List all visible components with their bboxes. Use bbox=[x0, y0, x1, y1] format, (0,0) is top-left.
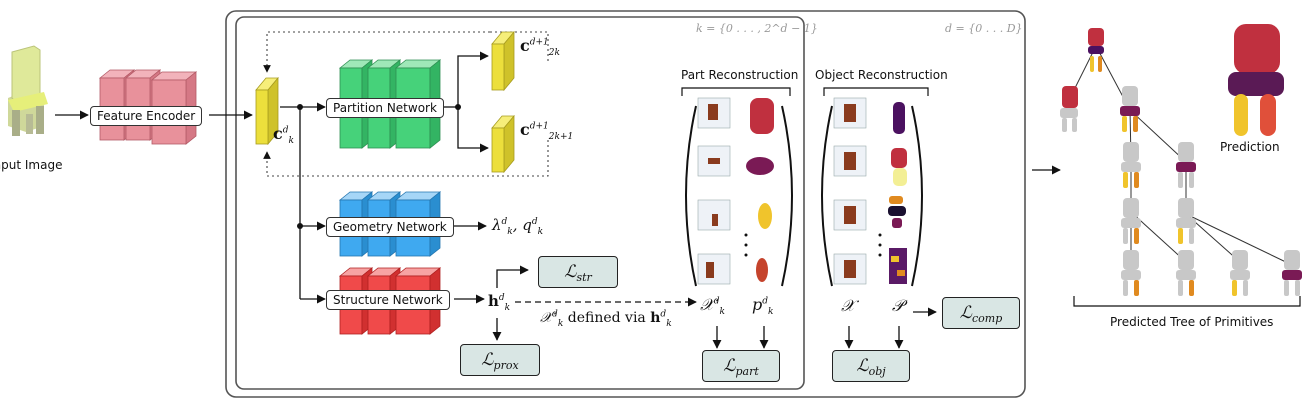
tree-chair-nodes bbox=[1060, 28, 1302, 296]
geometry-network-label: Geometry Network bbox=[326, 217, 454, 237]
object-reconstruction-label: Object Reconstruction bbox=[815, 68, 948, 82]
xk-defined-via-hk: 𝒳dk defined via hdk bbox=[540, 309, 672, 329]
part-pk-symbol: pdk bbox=[752, 295, 774, 318]
part-primitives bbox=[746, 98, 774, 282]
outer-frame bbox=[225, 10, 1026, 398]
feature-vector-ck bbox=[255, 76, 279, 146]
d-range-label: d = {0 . . . D} bbox=[945, 22, 1023, 35]
inner-frame bbox=[235, 16, 805, 390]
input-image-label: Input Image bbox=[0, 158, 63, 172]
k-range-label: k = {0 . . . , 2^d − 1} bbox=[696, 22, 818, 35]
prediction-label: Prediction bbox=[1220, 140, 1280, 154]
feature-encoder-label: Feature Encoder bbox=[90, 106, 203, 126]
c2k1-symbol: cd+12k+1 bbox=[520, 120, 574, 143]
loss-comp: ℒcomp bbox=[942, 297, 1020, 329]
part-reconstruction-label: Part Reconstruction bbox=[681, 68, 799, 82]
loss-obj: ℒobj bbox=[832, 350, 910, 382]
ck-symbol: cdk bbox=[273, 124, 294, 147]
lambda-q-symbol: λdk, qdk bbox=[492, 216, 544, 237]
part-pointcloud-cubes bbox=[697, 97, 731, 285]
object-p-symbol: 𝒫 bbox=[892, 296, 904, 315]
loss-str: ℒstr bbox=[538, 256, 618, 288]
loss-part: ℒpart bbox=[702, 350, 780, 382]
prediction-chair bbox=[1228, 24, 1284, 136]
hk-symbol: hdk bbox=[488, 292, 511, 313]
input-chair-image bbox=[8, 45, 48, 136]
object-primitives bbox=[888, 102, 907, 284]
c2k-symbol: cd+12k bbox=[520, 36, 560, 59]
predicted-tree-label: Predicted Tree of Primitives bbox=[1110, 315, 1274, 329]
object-pointcloud-cubes bbox=[833, 97, 867, 285]
feature-vector-c2k1 bbox=[491, 114, 515, 174]
defined-via-text: defined via bbox=[567, 310, 646, 326]
loss-prox: ℒprox bbox=[460, 344, 540, 376]
object-x-symbol: 𝒳 bbox=[841, 296, 855, 315]
feature-vector-c2k bbox=[491, 30, 515, 92]
part-xk-symbol: 𝒳dk bbox=[700, 295, 725, 318]
structure-network-label: Structure Network bbox=[326, 290, 450, 310]
partition-network-label: Partition Network bbox=[326, 98, 444, 118]
